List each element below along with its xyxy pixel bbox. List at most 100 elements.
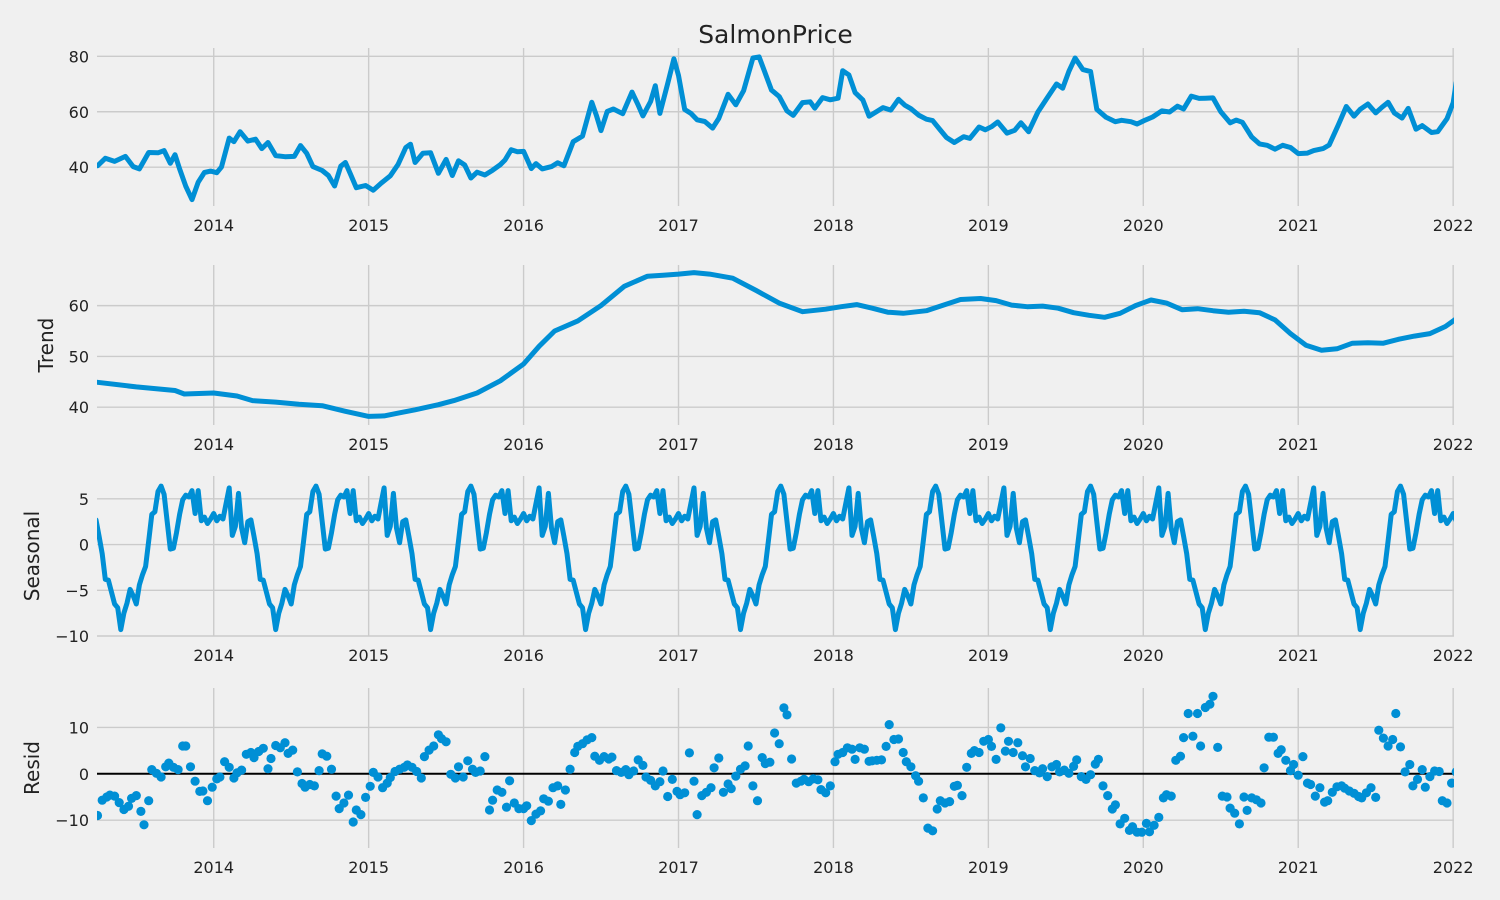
chart-title: SalmonPrice bbox=[698, 20, 853, 49]
resid-point bbox=[136, 806, 146, 817]
resid-point bbox=[553, 781, 563, 791]
resid-point bbox=[770, 728, 780, 738]
resid-point bbox=[501, 802, 512, 812]
resid-point bbox=[1154, 812, 1164, 823]
x-tick-label: 2020 bbox=[1123, 435, 1164, 454]
resid-point bbox=[1293, 770, 1303, 780]
resid-point bbox=[288, 745, 298, 755]
resid-point bbox=[813, 775, 823, 785]
resid-point bbox=[237, 765, 247, 775]
x-tick-label: 2021 bbox=[1278, 646, 1319, 665]
resid-point bbox=[198, 786, 208, 796]
resid-point bbox=[373, 772, 383, 782]
resid-point bbox=[748, 781, 758, 791]
y-tick-label: 60 bbox=[69, 103, 89, 122]
resid-point bbox=[190, 776, 200, 786]
resid-point bbox=[1192, 708, 1203, 719]
resid-point bbox=[309, 781, 319, 791]
x-tick-label: 2017 bbox=[658, 646, 699, 665]
resid-point bbox=[484, 805, 495, 815]
x-tick-label: 2015 bbox=[348, 858, 389, 877]
resid-point bbox=[1451, 767, 1454, 776]
x-tick-label: 2015 bbox=[348, 216, 389, 235]
resid-point bbox=[752, 796, 763, 806]
resid-point bbox=[1072, 755, 1082, 765]
resid-point bbox=[906, 762, 916, 772]
seasonal-series-line bbox=[97, 483, 1454, 633]
y-tick-label: 10 bbox=[69, 718, 89, 737]
resid-point bbox=[1196, 741, 1206, 751]
x-tick-label: 2018 bbox=[813, 858, 854, 877]
x-tick-label: 2020 bbox=[1123, 646, 1164, 665]
x-tick-label: 2014 bbox=[193, 646, 234, 665]
resid-point bbox=[825, 781, 835, 791]
resid-point bbox=[1383, 741, 1393, 751]
x-tick-label: 2017 bbox=[658, 216, 699, 235]
resid-point bbox=[850, 754, 860, 765]
resid-point bbox=[774, 739, 784, 749]
resid-point bbox=[475, 766, 485, 776]
y-tick-label: 40 bbox=[69, 398, 89, 417]
resid-point bbox=[202, 796, 213, 806]
resid-point bbox=[526, 816, 536, 826]
resid-point bbox=[847, 744, 857, 754]
resid-point bbox=[497, 787, 507, 797]
panel-seasonal: 2014 2015 2016 2017 2018 2019 2020 2021 2022 −10 −… bbox=[20, 476, 1474, 665]
resid-point bbox=[1003, 736, 1014, 746]
x-tick-label: 2018 bbox=[813, 216, 854, 235]
resid-point bbox=[1175, 751, 1186, 761]
resid-point bbox=[1008, 747, 1018, 758]
x-tick-label: 2022 bbox=[1433, 646, 1474, 665]
resid-point bbox=[830, 757, 840, 767]
resid-point bbox=[543, 796, 554, 806]
resid-point bbox=[441, 737, 451, 747]
x-tick-label: 2020 bbox=[1123, 858, 1164, 877]
resid-point bbox=[144, 796, 154, 806]
resid-point bbox=[1434, 766, 1444, 777]
resid-point bbox=[709, 763, 719, 773]
resid-point bbox=[1166, 791, 1176, 801]
resid-point bbox=[258, 743, 268, 753]
resid-point bbox=[1149, 820, 1159, 830]
resid-point bbox=[638, 760, 648, 771]
resid-point bbox=[932, 804, 942, 814]
resid-point bbox=[1420, 782, 1430, 792]
resid-point bbox=[416, 773, 426, 783]
resid-point bbox=[322, 751, 332, 761]
x-tick-label: 2014 bbox=[193, 858, 234, 877]
resid-point bbox=[918, 793, 928, 803]
resid-point bbox=[1374, 725, 1384, 735]
resid-point bbox=[97, 810, 103, 821]
resid-point bbox=[419, 752, 429, 762]
y-tick-label: 40 bbox=[69, 158, 89, 177]
resid-point bbox=[587, 733, 597, 743]
resid-point bbox=[893, 734, 904, 744]
resid-point bbox=[560, 785, 571, 795]
resid-point bbox=[326, 764, 337, 774]
resid-point bbox=[505, 776, 515, 786]
resid-point bbox=[339, 798, 349, 808]
resid-point bbox=[361, 792, 371, 803]
resid-point bbox=[706, 783, 716, 793]
resid-point bbox=[331, 791, 341, 801]
x-tick-label: 2021 bbox=[1278, 435, 1319, 454]
resid-point bbox=[1205, 699, 1215, 709]
resid-point bbox=[765, 757, 775, 767]
x-tick-label: 2015 bbox=[348, 646, 389, 665]
x-tick-label: 2019 bbox=[968, 216, 1009, 235]
resid-point bbox=[1093, 754, 1103, 765]
resid-point bbox=[787, 754, 797, 764]
resid-point bbox=[1208, 691, 1218, 701]
resid-point bbox=[957, 791, 967, 801]
y-tick-label: 50 bbox=[69, 347, 89, 366]
resid-point bbox=[1038, 764, 1048, 774]
x-tick-label: 2016 bbox=[503, 435, 544, 454]
resid-point bbox=[1391, 708, 1401, 719]
observed-series-line bbox=[97, 54, 1454, 203]
x-tick-label: 2016 bbox=[503, 216, 544, 235]
x-tick-label: 2014 bbox=[193, 216, 234, 235]
y-axis-label: Resid bbox=[20, 741, 44, 795]
resid-point bbox=[556, 799, 566, 810]
resid-point bbox=[779, 703, 789, 713]
